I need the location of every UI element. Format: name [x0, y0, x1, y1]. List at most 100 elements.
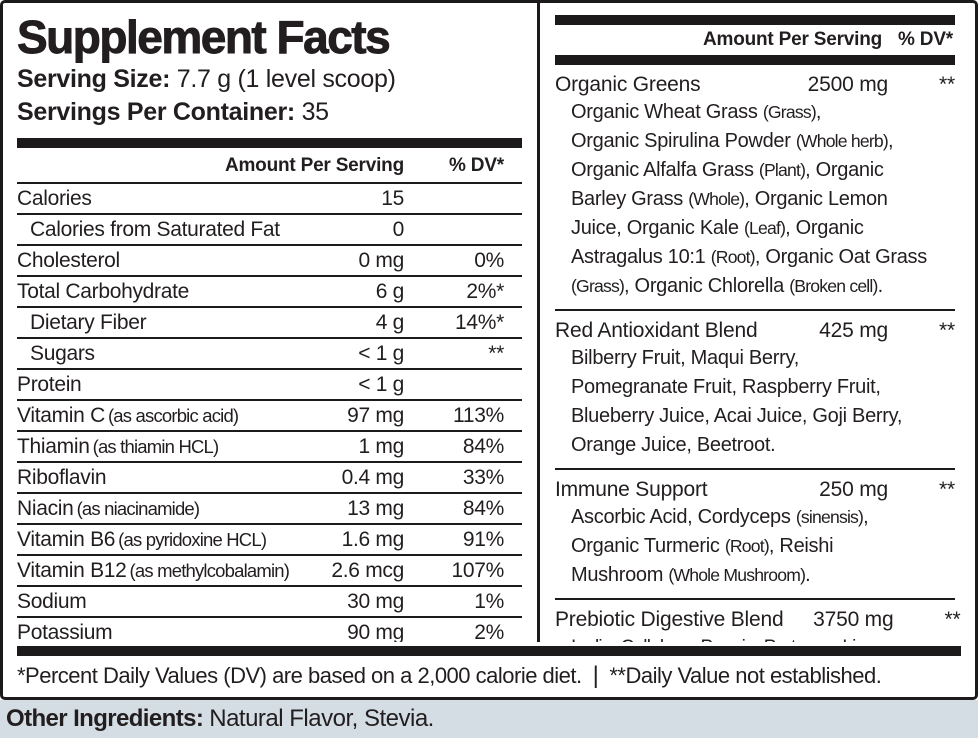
nutrient-label: Calories	[17, 187, 92, 210]
nutrient-row-vitamin-b6: Vitamin B6 (as pyridoxine HCL) 1.6 mg 91%	[17, 525, 522, 556]
blend-name: Organic Greens	[555, 73, 701, 96]
thick-bottom-bar	[17, 646, 961, 656]
blend-amount: 425 mg	[819, 319, 888, 342]
nutrient-dv: 1%	[474, 590, 504, 613]
nutrient-dv: 14%*	[454, 311, 504, 334]
nutrient-row-dietary-fiber: Dietary Fiber 4 g 14%*	[17, 308, 522, 339]
nutrient-dv: 107%	[451, 559, 504, 582]
nutrient-amount: 0	[392, 218, 405, 241]
nutrient-label: Riboflavin	[17, 466, 107, 489]
nutrient-row-vitamin-b12: Vitamin B12 (as methylcobalamin) 2.6 mcg …	[17, 556, 522, 587]
daily-value-footnote: *Percent Daily Values (DV) are based on …	[3, 656, 975, 697]
nutrient-amount: 1.6 mg	[341, 528, 405, 551]
nutrient-amount: 4 g	[375, 311, 405, 334]
supplement-facts-title: Supplement Facts	[17, 11, 392, 64]
servings-per-container-value: 35	[301, 98, 330, 126]
nutrient-dv: 84%	[462, 497, 504, 520]
nutrient-amount: 15	[381, 187, 404, 210]
nutrient-row-vitamin-c: Vitamin C (as ascorbic acid) 97 mg 113%	[17, 401, 522, 432]
nutrient-row-calories-from-saturated-fat: Calories from Saturated Fat 0	[17, 215, 522, 246]
blend-dv: **	[939, 73, 955, 96]
blend-name: Immune Support	[555, 478, 708, 501]
left-table-header: Amount Per Serving % DV*	[17, 148, 522, 184]
column-divider	[537, 3, 540, 642]
nutrient-row-sugars: Sugars < 1 g **	[17, 339, 522, 370]
supplement-facts-panel: Supplement Facts Serving Size: 7.7 g (1 …	[0, 0, 978, 700]
nutrient-label: Calories from Saturated Fat	[30, 218, 280, 241]
other-ingredients-bar: Other Ingredients: Natural Flavor, Stevi…	[0, 700, 978, 738]
nutrient-row-thiamin: Thiamin (as thiamin HCL) 1 mg 84%	[17, 432, 522, 463]
blend-name: Red Antioxidant Blend	[555, 319, 758, 342]
nutrient-dv: 2%*	[466, 280, 504, 303]
nutrient-amount: 6 g	[375, 280, 405, 303]
serving-size-label: Serving Size:	[17, 65, 171, 93]
nutrient-row-calories: Calories 15	[17, 184, 522, 215]
blend-name: Prebiotic Digestive Blend	[555, 608, 784, 631]
blend-ingredients: Inulin, Cellulase, Papain, Protease, Lip…	[555, 633, 955, 642]
nutrient-note: (as pyridoxine HCL)	[118, 529, 267, 550]
nutrient-row-riboflavin: Riboflavin 0.4 mg 33%	[17, 463, 522, 494]
nutrient-note: (as niacinamide)	[76, 498, 201, 519]
nutrient-row-niacin: Niacin (as niacinamide) 13 mg 84%	[17, 494, 522, 525]
panel-columns: Supplement Facts Serving Size: 7.7 g (1 …	[3, 3, 975, 642]
blend-ingredients: Ascorbic Acid, Cordyceps (sinensis), Orga…	[571, 506, 869, 586]
other-ingredients-label: Other Ingredients:	[6, 705, 204, 732]
nutrient-row-sodium: Sodium 30 mg 1%	[17, 587, 522, 618]
nutrient-dv: **	[488, 342, 504, 365]
nutrient-amount: < 1 g	[358, 373, 404, 396]
right-table-header: Amount Per Serving % DV*	[555, 25, 955, 55]
other-ingredients-value: Natural Flavor, Stevia.	[209, 705, 434, 732]
blend-ingredients: Bilberry Fruit, Maqui Berry, Pomegranate …	[571, 347, 903, 456]
serving-size-value: 7.7 g (1 level scoop)	[176, 65, 396, 93]
percent-dv-header: % DV*	[449, 155, 504, 176]
nutrient-dv: 2%	[474, 621, 504, 642]
nutrient-row-potassium: Potassium 90 mg 2%	[17, 618, 522, 642]
nutrient-dv: 91%	[462, 528, 504, 551]
nutrient-row-cholesterol: Cholesterol 0 mg 0%	[17, 246, 522, 277]
blend-section-immune-support: Immune Support 250 mg ** Ascorbic Acid, …	[555, 470, 955, 600]
percent-dv-header: % DV*	[898, 29, 953, 50]
nutrient-dv: 0%	[474, 249, 504, 272]
serving-size-row: Serving Size: 7.7 g (1 level scoop)	[17, 63, 522, 96]
thick-divider-bar	[17, 138, 522, 148]
nutrient-label: Potassium	[17, 621, 113, 642]
nutrient-label: Vitamin B12	[17, 559, 127, 582]
nutrient-label: Sodium	[17, 590, 87, 613]
footnote-separator: |	[592, 662, 599, 689]
nutrient-amount: 13 mg	[347, 497, 404, 520]
servings-per-container-row: Servings Per Container: 35	[17, 96, 522, 129]
nutrient-amount: 0 mg	[358, 249, 405, 272]
right-column: Amount Per Serving % DV* Organic Greens …	[540, 3, 975, 642]
nutrient-dv: 84%	[462, 435, 504, 458]
servings-per-container-label: Servings Per Container:	[17, 98, 295, 126]
nutrient-label: Total Carbohydrate	[17, 280, 190, 303]
nutrient-label: Cholesterol	[17, 249, 120, 272]
blend-amount: 2500 mg	[807, 73, 889, 96]
blend-section-red-antioxidant: Red Antioxidant Blend 425 mg ** Bilberry…	[555, 311, 955, 470]
nutrient-note: (as methylcobalamin)	[129, 560, 290, 581]
blend-dv: **	[939, 478, 955, 501]
nutrient-label: Niacin	[17, 497, 74, 520]
nutrient-note: (as thiamin HCL)	[92, 436, 220, 457]
nutrient-amount: 97 mg	[347, 404, 404, 427]
left-column: Supplement Facts Serving Size: 7.7 g (1 …	[3, 3, 537, 642]
thick-divider-bar	[555, 55, 955, 65]
nutrient-label: Vitamin C	[17, 404, 105, 427]
nutrient-label: Vitamin B6	[17, 528, 116, 551]
nutrient-amount: 30 mg	[347, 590, 404, 613]
nutrient-amount: < 1 g	[358, 342, 404, 365]
nutrient-label: Thiamin	[17, 435, 90, 458]
blend-dv: **	[939, 319, 955, 342]
blend-section-prebiotic-digestive: Prebiotic Digestive Blend 3750 mg ** Inu…	[555, 600, 961, 642]
nutrient-note: (as ascorbic acid)	[107, 405, 239, 426]
nd-footnote-text: **Daily Value not established.	[609, 663, 882, 688]
dv-footnote-text: *Percent Daily Values (DV) are based on …	[17, 663, 582, 688]
amount-per-serving-header: Amount Per Serving	[224, 155, 404, 176]
blend-section-organic-greens: Organic Greens 2500 mg ** Organic Wheat …	[555, 65, 955, 311]
nutrient-amount: 0.4 mg	[341, 466, 405, 489]
nutrient-label: Dietary Fiber	[30, 311, 147, 334]
thick-divider-bar	[555, 15, 955, 25]
blend-dv: **	[944, 608, 961, 631]
nutrient-row-protein: Protein < 1 g	[17, 370, 522, 401]
nutrient-amount: 90 mg	[347, 621, 404, 642]
